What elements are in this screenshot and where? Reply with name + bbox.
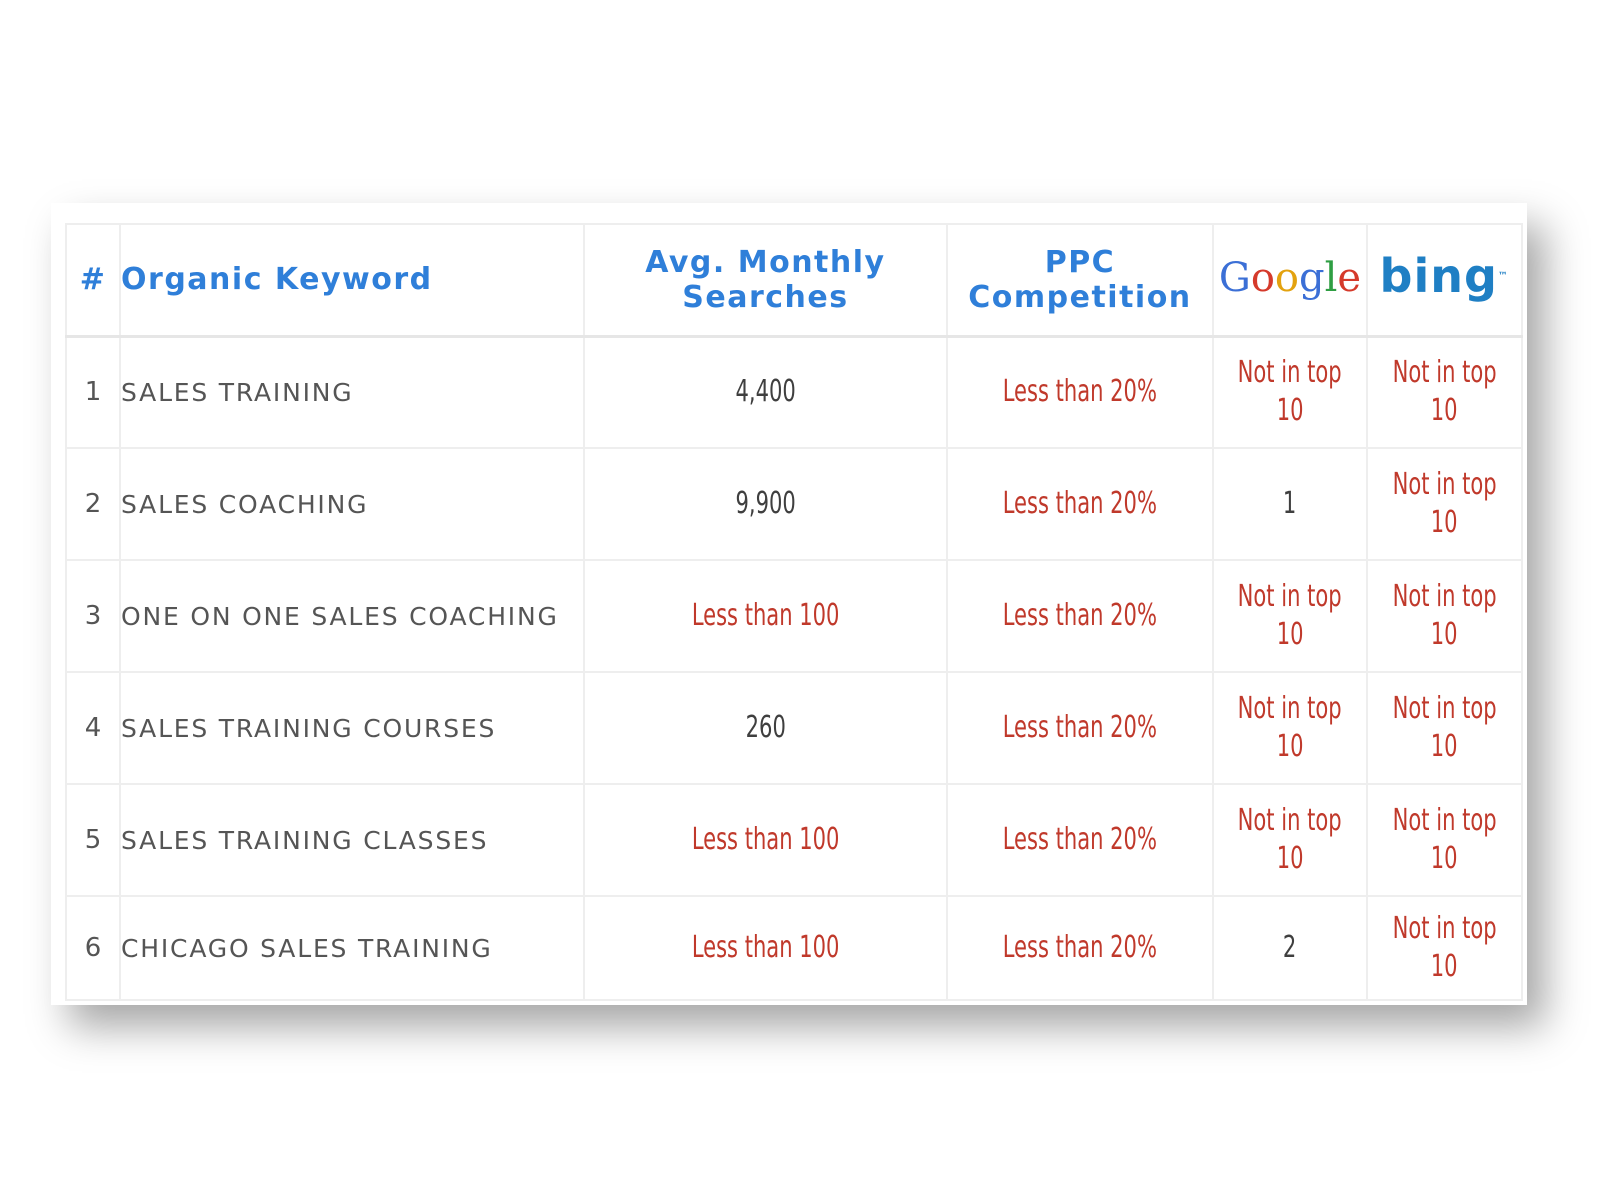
- row-bing-rank-line2: 10: [1431, 505, 1458, 540]
- row-ppc-competition: Less than 20%: [946, 672, 1215, 785]
- row-google-rank-line1: Not in top: [1238, 803, 1342, 838]
- table-row: 5 SALES TRAINING CLASSES Less than 100 Less…: [64, 784, 1524, 897]
- row-avg-monthly-searches: Less than 100: [583, 560, 948, 673]
- row-google-rank: 2: [1213, 896, 1368, 1001]
- google-logo-letter: o: [1250, 254, 1275, 301]
- row-keyword: ONE ON ONE SALES COACHING: [120, 560, 585, 673]
- row-bing-rank-line2: 10: [1431, 393, 1458, 429]
- row-ppc-competition: Less than 20%: [946, 560, 1215, 673]
- row-avg-monthly-searches-value: 4,400: [735, 374, 796, 410]
- keyword-table-card: # Organic Keyword Avg. Monthly Searches …: [51, 203, 1527, 1005]
- table-row: 4 SALES TRAINING COURSES 260 Less than 20% N…: [64, 672, 1524, 785]
- row-ppc-competition-value: Less than 20%: [1002, 486, 1158, 521]
- row-ppc-competition: Less than 20%: [946, 336, 1215, 449]
- table-body: 1 SALES TRAINING 4,400 Less than 20% Not in …: [64, 336, 1524, 1001]
- row-keyword: CHICAGO SALES TRAINING: [120, 896, 585, 1001]
- row-bing-rank-line1: Not in top: [1392, 355, 1497, 391]
- row-ppc-competition-value: Less than 20%: [1002, 710, 1158, 745]
- row-avg-monthly-searches-value: Less than 100: [691, 822, 840, 857]
- google-logo-letter: e: [1337, 254, 1362, 301]
- google-logo-letter: o: [1274, 254, 1300, 301]
- header-searches-line2: Searches: [682, 279, 849, 315]
- bing-logo: bing: [1379, 249, 1498, 304]
- table-row: 3 ONE ON ONE SALES COACHING Less than 100 L…: [64, 560, 1524, 673]
- row-avg-monthly-searches: 4,400: [583, 336, 948, 449]
- row-avg-monthly-searches-value: Less than 100: [691, 598, 840, 633]
- row-google-rank-line2: 10: [1276, 617, 1304, 652]
- row-google-rank-line1: 2: [1283, 930, 1297, 965]
- row-bing-rank: Not in top 10: [1366, 784, 1524, 897]
- row-ppc-competition-value: Less than 20%: [1002, 822, 1158, 857]
- row-keyword: SALES COACHING: [120, 448, 585, 561]
- row-bing-rank-line1: Not in top: [1392, 803, 1497, 838]
- row-bing-rank-line2: 10: [1431, 949, 1458, 984]
- row-avg-monthly-searches-value: 260: [745, 710, 786, 745]
- row-google-rank: Not in top 10: [1213, 784, 1368, 897]
- row-google-rank-line1: 1: [1283, 486, 1297, 521]
- row-bing-rank: Not in top 10: [1366, 896, 1524, 1001]
- row-ppc-competition-value: Less than 20%: [1002, 930, 1158, 965]
- row-ppc-competition: Less than 20%: [946, 448, 1215, 561]
- row-google-rank-line2: 10: [1276, 729, 1304, 764]
- row-avg-monthly-searches: 9,900: [583, 448, 948, 561]
- row-avg-monthly-searches: Less than 100: [583, 784, 948, 897]
- row-keyword: SALES TRAINING: [120, 336, 585, 449]
- row-bing-rank: Not in top 10: [1366, 448, 1524, 561]
- row-number: 5: [64, 784, 122, 897]
- google-logo: Google: [1219, 258, 1361, 298]
- row-google-rank: 1: [1213, 448, 1368, 561]
- row-avg-monthly-searches: 260: [583, 672, 948, 785]
- row-number: 6: [64, 896, 122, 1001]
- row-number: 1: [64, 336, 122, 449]
- row-google-rank-line2: 10: [1276, 393, 1304, 429]
- row-google-rank-line1: Not in top: [1238, 579, 1342, 614]
- header-ppc-line2: Competition: [968, 279, 1192, 315]
- row-keyword: SALES TRAINING CLASSES: [120, 784, 585, 897]
- row-google-rank-line1: Not in top: [1238, 691, 1342, 726]
- table-row: 2 SALES COACHING 9,900 Less than 20% 1 Not in…: [64, 448, 1524, 561]
- row-bing-rank: Not in top 10: [1366, 672, 1524, 785]
- row-number: 4: [64, 672, 122, 785]
- row-ppc-competition-value: Less than 20%: [1002, 374, 1158, 410]
- row-bing-rank-line1: Not in top: [1392, 579, 1497, 614]
- row-google-rank: Not in top 10: [1213, 672, 1368, 785]
- row-ppc-competition-value: Less than 20%: [1002, 598, 1158, 633]
- header-searches-line1: Avg. Monthly: [645, 244, 886, 280]
- header-number: #: [64, 223, 122, 338]
- row-bing-rank-line2: 10: [1431, 729, 1458, 764]
- header-avg-monthly-searches: Avg. Monthly Searches: [583, 223, 948, 338]
- row-google-rank: Not in top 10: [1213, 336, 1368, 449]
- keyword-ranking-table: # Organic Keyword Avg. Monthly Searches …: [64, 223, 1524, 1001]
- row-bing-rank: Not in top 10: [1366, 560, 1524, 673]
- row-google-rank-line2: 10: [1276, 841, 1304, 876]
- header-ppc-competition: PPC Competition: [946, 223, 1215, 338]
- row-keyword: SALES TRAINING COURSES: [120, 672, 585, 785]
- row-number: 2: [64, 448, 122, 561]
- row-google-rank-line1: Not in top: [1238, 355, 1342, 391]
- header-ppc-line1: PPC: [1044, 244, 1116, 280]
- google-logo-letter: g: [1299, 254, 1325, 301]
- table-row: 6 CHICAGO SALES TRAINING Less than 100 Less…: [64, 896, 1524, 1001]
- row-bing-rank-line1: Not in top: [1392, 911, 1497, 946]
- row-avg-monthly-searches-value: 9,900: [735, 486, 796, 521]
- table-row: 1 SALES TRAINING 4,400 Less than 20% Not in …: [64, 336, 1524, 449]
- row-avg-monthly-searches-value: Less than 100: [691, 930, 840, 965]
- row-bing-rank: Not in top 10: [1366, 336, 1524, 449]
- google-logo-letter: G: [1218, 254, 1251, 301]
- row-bing-rank-line2: 10: [1431, 617, 1458, 652]
- bing-trademark-icon: ™: [1497, 271, 1510, 283]
- row-avg-monthly-searches: Less than 100: [583, 896, 948, 1001]
- row-ppc-competition: Less than 20%: [946, 896, 1215, 1001]
- row-google-rank: Not in top 10: [1213, 560, 1368, 673]
- row-ppc-competition: Less than 20%: [946, 784, 1215, 897]
- row-bing-rank-line2: 10: [1431, 841, 1458, 876]
- header-organic-keyword: Organic Keyword: [120, 223, 585, 338]
- row-number: 3: [64, 560, 122, 673]
- row-bing-rank-line1: Not in top: [1392, 691, 1497, 726]
- header-bing: bing™: [1366, 223, 1524, 338]
- header-google: Google: [1213, 223, 1368, 338]
- table-header-row: # Organic Keyword Avg. Monthly Searches …: [64, 223, 1524, 338]
- google-logo-letter: l: [1324, 254, 1338, 301]
- row-bing-rank-line1: Not in top: [1392, 467, 1497, 502]
